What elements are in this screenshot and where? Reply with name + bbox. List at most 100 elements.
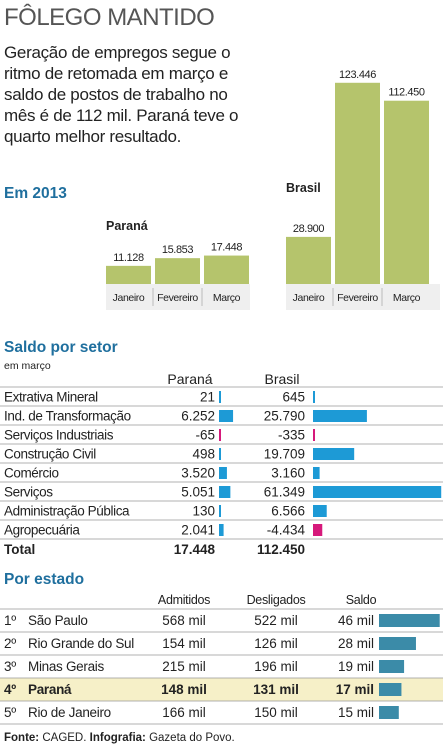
sector-brasil-bar — [313, 448, 355, 460]
state-desligados: 196 mil — [254, 659, 298, 674]
state-name: Minas Gerais — [28, 659, 104, 674]
sector-brasil-bar — [313, 524, 323, 536]
page-title: FÔLEGO MANTIDO — [4, 4, 215, 31]
sector-name: Extrativa Mineral — [4, 390, 98, 405]
parana-category-label: Janeiro — [113, 292, 145, 304]
sector-parana-value: 2.041 — [181, 523, 215, 538]
sector-brasil-value: 19.709 — [264, 447, 305, 462]
state-saldo-bar — [379, 660, 405, 673]
brasil-value-label: 112.450 — [388, 87, 424, 99]
state-column-header: Saldo — [346, 593, 377, 607]
brasil-bar — [335, 82, 380, 284]
sector-brasil-bar — [313, 410, 367, 422]
sector-parana-value: 5.051 — [181, 485, 215, 500]
sector-column-header: Brasil — [264, 371, 299, 387]
sector-parana-bar — [219, 448, 221, 460]
state-name: Rio Grande do Sul — [28, 636, 134, 651]
state-saldo: 15 mil — [338, 705, 374, 720]
parana-value-label: 15.853 — [162, 244, 194, 256]
sector-parana-bar — [219, 391, 221, 403]
state-saldo: 46 mil — [338, 613, 374, 628]
sector-parana-value: 6.252 — [181, 409, 215, 424]
parana-bar — [155, 258, 200, 284]
state-name: Rio de Janeiro — [28, 705, 111, 720]
parana-bar — [106, 265, 151, 284]
sector-parana-value: 21 — [200, 390, 215, 405]
sector-name: Serviços Industriais — [4, 428, 114, 443]
state-saldo-bar — [379, 614, 440, 627]
sector-brasil-value: 645 — [282, 390, 305, 405]
sector-parana-bar — [219, 429, 221, 441]
sector-parana-bar — [219, 467, 227, 479]
state-rank: 4º — [4, 682, 16, 697]
sector-name: Administração Pública — [4, 504, 130, 519]
state-desligados: 131 mil — [253, 682, 299, 697]
sector-parana-bar — [219, 410, 234, 422]
brasil-value-label: 123.446 — [339, 69, 376, 81]
state-section-title: Por estado — [4, 571, 84, 588]
sector-parana-bar — [219, 505, 221, 517]
state-admitidos: 568 mil — [162, 613, 206, 628]
sector-section-subtitle: em março — [4, 360, 51, 372]
sector-brasil-bar — [313, 467, 320, 479]
state-saldo: 19 mil — [338, 659, 374, 674]
state-admitidos: 215 mil — [162, 659, 206, 674]
sector-brasil-bar — [313, 429, 315, 441]
sector-brasil-bar — [313, 391, 315, 403]
monthly-bar-charts: Em 2013 Paraná 11.128 Janeiro 15.853 Fevereir… — [4, 69, 440, 310]
footer-credits: Fonte: CAGED. Infografia: Gazeta do Povo… — [4, 732, 235, 744]
state-rank: 2º — [4, 636, 16, 651]
parana-category-label: Março — [213, 292, 241, 304]
brasil-category-label: Março — [393, 292, 421, 304]
state-saldo-bar — [379, 706, 399, 719]
parana-value-label: 11.128 — [113, 252, 144, 264]
state-saldo-bar — [379, 683, 402, 696]
state-desligados: 522 mil — [254, 613, 298, 628]
sector-parana-bar — [219, 524, 224, 536]
state-desligados: 150 mil — [254, 705, 298, 720]
sector-parana-value: 3.520 — [181, 466, 215, 481]
sector-total-brasil: 112.450 — [257, 542, 305, 557]
sector-parana-bar — [219, 486, 231, 498]
sector-name: Serviços — [4, 485, 53, 500]
credit-label: Infografia: — [89, 732, 146, 744]
year-section-label: Em 2013 — [4, 185, 67, 202]
state-saldo: 17 mil — [336, 682, 374, 697]
parana-bar — [204, 255, 249, 284]
brasil-axis-band — [286, 284, 440, 310]
brasil-value-label: 28.900 — [293, 223, 325, 235]
state-column-header: Desligados — [247, 593, 306, 607]
state-highlight-band — [0, 678, 443, 701]
state-rank: 5º — [4, 705, 16, 720]
sector-total-parana: 17.448 — [174, 542, 216, 557]
sector-name: Comércio — [4, 466, 59, 481]
state-column-header: Admitidos — [158, 593, 210, 607]
credit-text: Gazeta do Povo. — [149, 732, 235, 744]
sector-parana-value: -65 — [195, 428, 215, 443]
parana-title: Paraná — [106, 219, 148, 233]
sector-brasil-value: -4.434 — [267, 523, 306, 538]
parana-category-label: Fevereiro — [157, 292, 198, 304]
sector-column-header: Paraná — [167, 371, 212, 387]
source-text: CAGED. — [42, 732, 87, 744]
brasil-bar — [286, 236, 331, 284]
parana-value-label: 17.448 — [211, 242, 243, 254]
brasil-category-label: Janeiro — [293, 292, 325, 304]
state-rank: 3º — [4, 659, 16, 674]
state-admitidos: 154 mil — [162, 636, 206, 651]
sector-name: Agropecuária — [4, 523, 80, 538]
sector-brasil-value: 25.790 — [264, 409, 305, 424]
sector-total-label: Total — [4, 542, 35, 557]
brasil-bar — [384, 100, 429, 284]
state-admitidos: 148 mil — [161, 682, 207, 697]
sector-brasil-value: -335 — [278, 428, 305, 443]
parana-axis-band — [106, 284, 250, 310]
sector-section-title: Saldo por setor — [4, 339, 118, 356]
sector-parana-value: 130 — [192, 504, 215, 519]
sector-brasil-value: 6.566 — [271, 504, 305, 519]
brasil-category-label: Fevereiro — [337, 292, 378, 304]
state-admitidos: 166 mil — [162, 705, 206, 720]
sector-name: Construção Civil — [4, 447, 96, 462]
sector-name: Ind. de Transformação — [4, 409, 131, 424]
